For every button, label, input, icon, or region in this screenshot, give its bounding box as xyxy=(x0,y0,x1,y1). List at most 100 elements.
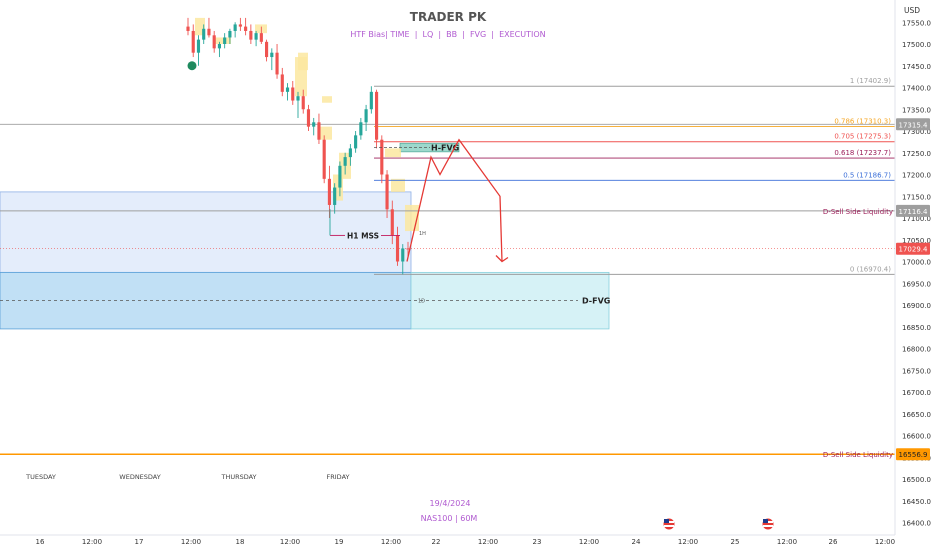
day-name-2: THURSDAY xyxy=(220,473,256,481)
chart-title: TRADER PK xyxy=(410,10,487,24)
candle-body-11[interactable] xyxy=(244,26,248,31)
candle-body-20[interactable] xyxy=(291,87,295,101)
us-flag-icon-0 xyxy=(663,518,675,530)
time-tick-8: 22 xyxy=(432,538,441,546)
price-tick-13: 16850.0 xyxy=(902,324,931,332)
candle-body-10[interactable] xyxy=(238,24,242,27)
candle-body-19[interactable] xyxy=(285,87,290,92)
candle-body-8[interactable] xyxy=(228,30,232,38)
d-fvg-label: D-FVG xyxy=(582,297,610,306)
candle-body-29[interactable] xyxy=(338,165,342,188)
us-flag-icon-canton xyxy=(763,519,768,523)
candle-body-25[interactable] xyxy=(317,122,321,140)
candle-body-39[interactable] xyxy=(390,209,394,236)
price-tick-4: 17300.0 xyxy=(902,128,931,136)
candle-body-7[interactable] xyxy=(223,37,227,44)
zones-layer xyxy=(0,17,610,330)
yellow-fvg-box-1 xyxy=(320,126,332,140)
candle-body-33[interactable] xyxy=(359,122,363,136)
time-tick-3: 12:00 xyxy=(181,538,201,546)
time-tick-4: 18 xyxy=(236,538,245,546)
liquidity-label-1: D-Sell Side Liquidity xyxy=(823,208,893,216)
candle-body-12[interactable] xyxy=(249,30,253,40)
candle-body-2[interactable] xyxy=(196,39,201,53)
candle-body-9[interactable] xyxy=(233,24,237,31)
candle-body-21[interactable] xyxy=(296,96,300,101)
price-tick-1: 17450.0 xyxy=(902,63,931,71)
candle-body-35[interactable] xyxy=(369,91,373,110)
candle-body-40[interactable] xyxy=(395,235,400,262)
candle-body-42[interactable] xyxy=(406,248,410,250)
yellow-fvg-top-1 xyxy=(213,37,231,44)
price-tag-bg-3 xyxy=(896,448,930,461)
price-tag-bg-1 xyxy=(896,204,930,217)
time-tick-6: 19 xyxy=(335,538,344,546)
range-zone xyxy=(0,191,412,273)
candle-body-27[interactable] xyxy=(327,178,331,205)
yellow-fvg-top-4 xyxy=(322,96,332,103)
yellow-fvg-top-0 xyxy=(195,17,205,36)
candles-layer xyxy=(186,17,410,275)
candle-body-41[interactable] xyxy=(401,248,405,262)
day-name-3: FRIDAY xyxy=(327,473,350,481)
price-tick-18: 16600.0 xyxy=(902,433,931,441)
candle-body-22[interactable] xyxy=(301,96,305,110)
price-tag-0: 17315.4 xyxy=(899,121,928,129)
price-tag-2: 17029.4 xyxy=(899,246,928,254)
candle-body-31[interactable] xyxy=(348,148,352,158)
candle-body-17[interactable] xyxy=(275,52,279,75)
projection-arrow xyxy=(406,138,503,262)
footer-symbol: NAS100 | 60M xyxy=(421,514,478,523)
fib-label-5: 0 (16970.4) xyxy=(850,265,891,273)
candle-body-5[interactable] xyxy=(212,35,216,49)
candle-body-32[interactable] xyxy=(354,135,358,149)
us-flag-icon-1 xyxy=(762,518,774,530)
candle-body-36[interactable] xyxy=(375,91,379,140)
time-tick-0: 16 xyxy=(36,538,45,546)
candle-body-0[interactable] xyxy=(186,26,190,31)
candle-body-15[interactable] xyxy=(265,41,269,58)
candle-body-6[interactable] xyxy=(217,44,221,49)
candle-body-30[interactable] xyxy=(343,157,347,166)
time-tick-12: 24 xyxy=(632,538,641,546)
candle-body-18[interactable] xyxy=(280,74,284,92)
fib-label-2: 0.705 (17275.3) xyxy=(834,133,891,141)
candle-body-16[interactable] xyxy=(270,52,274,58)
price-tick-22: 16400.0 xyxy=(902,520,931,528)
candle-body-1[interactable] xyxy=(191,30,195,53)
us-flag-icon-stripe xyxy=(664,525,674,527)
candle-body-13[interactable] xyxy=(254,33,258,40)
candle-body-38[interactable] xyxy=(385,174,389,210)
price-tick-17: 16650.0 xyxy=(902,411,931,419)
candle-body-24[interactable] xyxy=(312,122,316,127)
candle-body-23[interactable] xyxy=(306,109,311,127)
time-tick-9: 12:00 xyxy=(478,538,498,546)
candle-body-3[interactable] xyxy=(202,28,206,40)
time-tick-14: 25 xyxy=(731,538,740,546)
candle-body-28[interactable] xyxy=(333,187,337,205)
candle-body-14[interactable] xyxy=(259,33,263,42)
candle-body-26[interactable] xyxy=(322,139,326,179)
header-layer: TRADER PK HTF Bias| TIME | LQ | BB | FVG… xyxy=(350,6,920,523)
price-axis-layer: 17500.0 17450.0 17400.0 17350.0 17300.0 17250… xyxy=(894,0,931,535)
candle-body-34[interactable] xyxy=(364,109,368,123)
liquidity-label-2: D-Sell Side Liquidity xyxy=(823,451,893,459)
price-tick-14: 16800.0 xyxy=(902,346,931,354)
us-flag-icon-stripe xyxy=(763,525,773,527)
yellow-fvg-top-3 xyxy=(298,52,308,71)
footer-date: 19/4/2024 xyxy=(429,499,470,508)
h-fvg-label: H-FVG xyxy=(431,144,459,153)
price-tick-0: 17500.0 xyxy=(902,41,931,49)
time-tick-2: 17 xyxy=(135,538,144,546)
candle-body-37[interactable] xyxy=(380,139,384,175)
day-name-1: WEDNESDAY xyxy=(119,473,160,481)
day-name-0: TUESDAY xyxy=(25,473,56,481)
price-tick-6: 17200.0 xyxy=(902,172,931,180)
time-axis-layer: 16 12:00 17 12:00 18 12:00 19 12:00 22 12:00 23 12:… xyxy=(0,473,895,546)
price-tick-20: 16500.0 xyxy=(902,476,931,484)
candle-body-4[interactable] xyxy=(207,28,211,36)
yellow-fvg-box-4 xyxy=(385,148,401,158)
mss-label: H1 MSS xyxy=(347,231,379,240)
